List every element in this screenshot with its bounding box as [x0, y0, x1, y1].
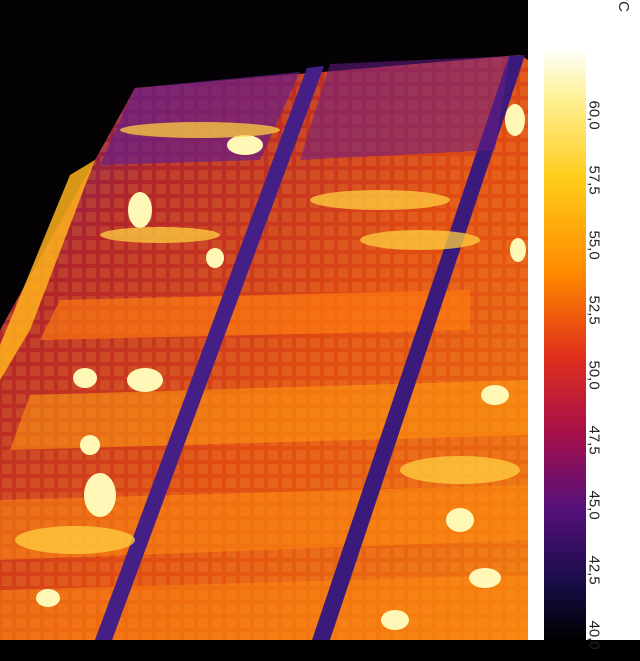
tick-label: 42,5	[585, 555, 603, 585]
tick-label: 50,0	[585, 360, 603, 390]
max-temperature-label: 61,6 °C	[615, 0, 632, 12]
hot-spots	[36, 104, 526, 630]
tick-label: 55,0	[585, 230, 603, 260]
tick-label: 45,0	[585, 490, 603, 520]
thermal-image	[0, 55, 528, 640]
tick-label: 47,5	[585, 425, 603, 455]
tick-label: 60,0	[585, 100, 603, 130]
temperature-scale: 61,6 °C 60,0 57,5 55,0 52,5 50,0 47,5 45…	[528, 0, 640, 650]
tick-label: 57,5	[585, 165, 603, 195]
tick-label: 40,0	[585, 620, 603, 650]
tick-label: 52,5	[585, 295, 603, 325]
colorbar	[544, 48, 586, 640]
